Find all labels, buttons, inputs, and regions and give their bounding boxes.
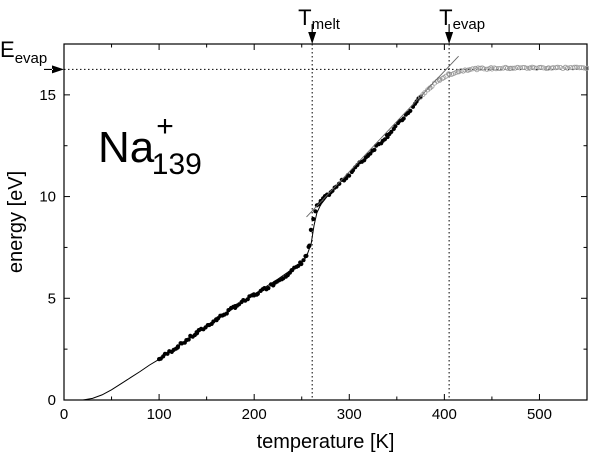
plot-frame [63, 43, 588, 401]
open-data-point [574, 64, 580, 70]
data-point [175, 345, 180, 350]
open-data-point [467, 67, 473, 73]
data-series [82, 55, 589, 401]
x-tick-label: 0 [60, 406, 68, 423]
species-charge: + [156, 110, 174, 143]
open-data-point [417, 94, 423, 100]
data-point [372, 147, 377, 152]
open-data-point [543, 66, 549, 72]
x-tick-label: 100 [147, 406, 172, 423]
data-point [308, 227, 313, 232]
e-evap-sub: evap [15, 50, 48, 67]
open-data-point [462, 67, 468, 73]
open-data-point [572, 64, 578, 70]
data-point [330, 188, 335, 193]
e-evap-arrow-icon [44, 65, 64, 74]
x-axis-label: temperature [K] [257, 431, 395, 453]
open-data-point [555, 64, 561, 70]
x-tick-label: 500 [527, 406, 552, 423]
y-tick-label: 10 [39, 189, 56, 206]
open-data-point [531, 65, 537, 71]
data-point [313, 209, 318, 214]
data-point [334, 184, 339, 189]
t-evap-arrow-icon [445, 24, 454, 44]
open-data-point [422, 90, 428, 96]
x-tick-label: 400 [432, 406, 457, 423]
data-point [393, 124, 398, 129]
x-tick-label: 200 [242, 406, 267, 423]
y-tick-label: 15 [39, 87, 56, 104]
open-data-point [557, 65, 563, 71]
open-data-point [510, 65, 516, 71]
open-data-point [540, 65, 546, 71]
t-melt-label: Tmelt [298, 5, 341, 33]
data-point [344, 176, 349, 181]
open-data-point [524, 65, 530, 71]
y-axis-label: energy [eV] [5, 171, 27, 273]
open-data-point [560, 66, 566, 72]
e-evap-base: E [0, 37, 15, 62]
data-point [337, 181, 342, 186]
data-point [347, 173, 352, 178]
data-point [389, 129, 394, 134]
t-evap-sub: evap [453, 16, 486, 33]
t-melt-arrow-icon [308, 24, 317, 44]
open-data-point [477, 65, 483, 71]
y-tick-label: 5 [48, 290, 56, 307]
e-evap-label: Eevap [0, 37, 47, 67]
open-data-point [512, 65, 518, 71]
t-evap-base: T [439, 5, 452, 30]
plot-area [63, 43, 588, 401]
open-data-point [448, 72, 454, 78]
data-point [299, 261, 304, 267]
t-melt-sub: melt [312, 16, 341, 33]
open-data-point [538, 64, 544, 70]
open-data-point [565, 65, 571, 71]
t-evap-label: Tevap [439, 5, 485, 33]
open-data-point [498, 66, 504, 72]
data-point [266, 286, 271, 291]
t-melt-base: T [298, 5, 311, 30]
model-curve [82, 192, 331, 401]
open-data-point [562, 64, 568, 70]
data-point [311, 216, 316, 222]
data-point [408, 108, 413, 113]
open-data-point [515, 64, 521, 70]
open-data-point [584, 65, 589, 71]
fit-line [306, 55, 459, 218]
data-point [414, 99, 419, 104]
open-data-point [504, 65, 510, 71]
species-label: Na+ 139 [98, 110, 202, 181]
species-base: Na [98, 123, 155, 172]
open-data-point [472, 65, 478, 71]
open-data-point [451, 71, 457, 77]
x-axis-ticks: 0 100 200 300 400 500 [60, 44, 588, 423]
x-tick-label: 300 [337, 406, 362, 423]
species-size: 139 [152, 148, 202, 181]
open-data-point [581, 65, 587, 71]
y-axis-ticks: 0 5 10 15 [39, 43, 587, 409]
open-data-point [495, 66, 501, 72]
open-data-point [493, 66, 499, 72]
open-data-point [579, 65, 585, 71]
data-point [401, 116, 406, 121]
reference-lines [64, 44, 587, 400]
open-data-point [522, 65, 528, 71]
open-data-point [481, 66, 487, 72]
open-data-point [484, 66, 490, 72]
open-data-point [546, 65, 552, 71]
open-data-point [488, 65, 494, 71]
y-tick-label: 0 [48, 392, 56, 409]
